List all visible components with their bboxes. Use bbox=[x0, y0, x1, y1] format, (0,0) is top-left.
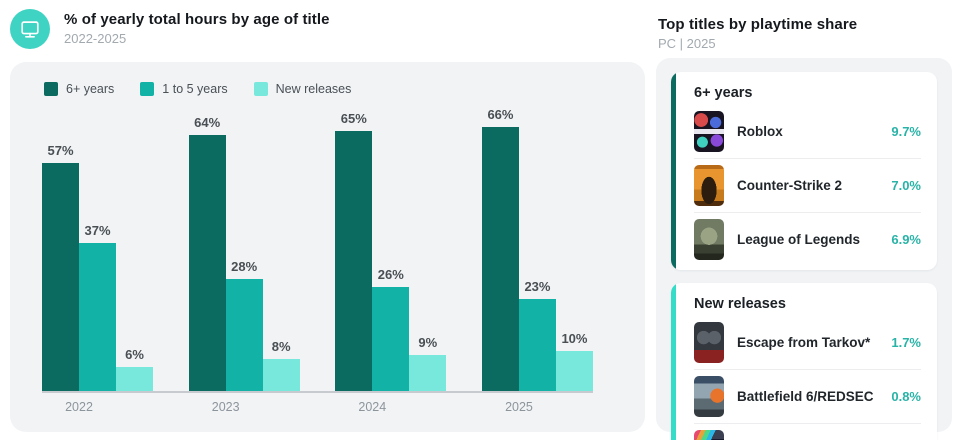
bar-chart-plot: 57% 37% 6% 2022 64% 28% 8% 2023 65% 26% 9% 2024 66% 2… bbox=[42, 107, 593, 414]
bar-chart-panel: 6+ years 1 to 5 years New releases 57% 37% 6… bbox=[10, 62, 645, 432]
bar: 57% bbox=[42, 143, 79, 391]
bar: 66% bbox=[481, 107, 519, 391]
x-axis-tick-label: 2025 bbox=[505, 400, 533, 414]
bar-value-label: 65% bbox=[340, 111, 367, 126]
playtime-share: 6.9% bbox=[891, 232, 921, 247]
bar: 26% bbox=[372, 267, 410, 391]
playtime-share: 9.7% bbox=[891, 124, 921, 139]
card-title: New releases bbox=[694, 296, 786, 312]
x-axis-tick-label: 2022 bbox=[65, 400, 93, 414]
legend-item: 6+ years bbox=[44, 82, 114, 96]
bar-group: 57% 37% 6% 2022 bbox=[42, 143, 153, 414]
game-row: ARC Raiders0.6% bbox=[694, 423, 921, 440]
right-panel-title: Top titles by playtime share bbox=[658, 16, 858, 33]
bar-group: 66% 23% 10% 2025 bbox=[481, 107, 593, 414]
left-header: % of yearly total hours by age of title … bbox=[10, 9, 330, 49]
bar-value-label: 9% bbox=[418, 335, 438, 350]
bar-value-label: 10% bbox=[561, 331, 588, 346]
card-rows: Roblox 9.7% Counter-Strike 2 7.0% League of … bbox=[671, 105, 937, 270]
card-rows: Escape from Tarkov* 1.7% Battlefield 6/RED… bbox=[671, 316, 937, 440]
bar-value-label: 66% bbox=[487, 107, 514, 122]
legend-swatch-icon bbox=[140, 82, 155, 96]
game-name: Battlefield 6/REDSEC bbox=[737, 389, 874, 404]
bar: 9% bbox=[409, 335, 447, 391]
bar: 10% bbox=[555, 331, 593, 391]
bar-value-label: 8% bbox=[271, 339, 291, 354]
game-name: Roblox bbox=[737, 124, 783, 139]
top-titles-cards: 6+ years Roblox 9.7% Counter-Strike 2 7.0% Le… bbox=[656, 58, 952, 440]
x-axis-tick-label: 2023 bbox=[211, 400, 240, 414]
bar-value-label: 64% bbox=[194, 115, 221, 130]
tarkov-cover-icon bbox=[694, 322, 724, 363]
bar: 64% bbox=[188, 115, 226, 391]
playtime-share: 0.8% bbox=[891, 389, 921, 404]
card-title: 6+ years bbox=[694, 85, 753, 101]
legend-swatch-icon bbox=[44, 82, 58, 96]
card-accent-bar bbox=[671, 283, 676, 440]
bar-value-label: 37% bbox=[84, 223, 111, 238]
left-chart-title: % of yearly total hours by age of title bbox=[64, 11, 330, 28]
game-name: League of Legends bbox=[737, 232, 861, 247]
monitor-icon bbox=[10, 9, 50, 49]
bar-value-label: 28% bbox=[231, 259, 258, 274]
bar: 65% bbox=[335, 111, 373, 391]
bar: 23% bbox=[518, 279, 556, 391]
bar-group: 64% 28% 8% 2023 bbox=[188, 115, 300, 414]
legend-item: New releases bbox=[253, 82, 352, 96]
bar: 28% bbox=[225, 259, 263, 391]
game-row: Escape from Tarkov* 1.7% bbox=[694, 316, 921, 369]
bar: 37% bbox=[79, 223, 116, 391]
title-share-card: 6+ years Roblox 9.7% Counter-Strike 2 7.0% Le… bbox=[671, 72, 937, 270]
bar-value-label: 23% bbox=[524, 279, 551, 294]
game-row: Battlefield 6/REDSEC 0.8% bbox=[694, 369, 921, 423]
bar: 6% bbox=[116, 347, 153, 391]
bar: 8% bbox=[262, 339, 300, 391]
game-row: League of Legends 6.9% bbox=[694, 212, 921, 266]
legend-item: 1 to 5 years bbox=[140, 82, 228, 96]
game-name: Escape from Tarkov* bbox=[737, 335, 871, 350]
legend-label: New releases bbox=[275, 82, 352, 96]
legend-label: 1 to 5 years bbox=[162, 82, 228, 96]
playtime-share: 1.7% bbox=[891, 335, 921, 350]
roblox-cover-icon bbox=[694, 111, 724, 152]
title-share-card: New releases Escape from Tarkov* 1.7% Battl… bbox=[671, 283, 937, 440]
legend-label: 6+ years bbox=[66, 82, 115, 96]
bar-value-label: 6% bbox=[125, 347, 144, 362]
lol-cover-icon bbox=[694, 219, 724, 260]
playtime-share: 7.0% bbox=[891, 178, 921, 193]
bar-group: 65% 26% 9% 2024 bbox=[335, 111, 447, 414]
bf6-cover-icon bbox=[694, 376, 724, 417]
bar-value-label: 26% bbox=[377, 267, 404, 282]
x-axis-tick-label: 2024 bbox=[358, 400, 387, 414]
arc-cover-icon bbox=[694, 430, 724, 440]
chart-legend: 6+ years 1 to 5 years New releases bbox=[44, 82, 351, 96]
game-name: Counter-Strike 2 bbox=[737, 178, 843, 193]
right-header: Top titles by playtime share PC | 2025 bbox=[658, 14, 857, 51]
bar-value-label: 57% bbox=[47, 143, 74, 158]
card-accent-bar bbox=[671, 72, 676, 270]
game-row: Counter-Strike 2 7.0% bbox=[694, 158, 921, 212]
right-panel-subtitle: PC | 2025 bbox=[658, 36, 716, 51]
cs2-cover-icon bbox=[694, 165, 724, 206]
left-chart-subtitle: 2022-2025 bbox=[64, 31, 127, 46]
game-row: Roblox 9.7% bbox=[694, 105, 921, 158]
legend-swatch-icon bbox=[253, 82, 268, 96]
